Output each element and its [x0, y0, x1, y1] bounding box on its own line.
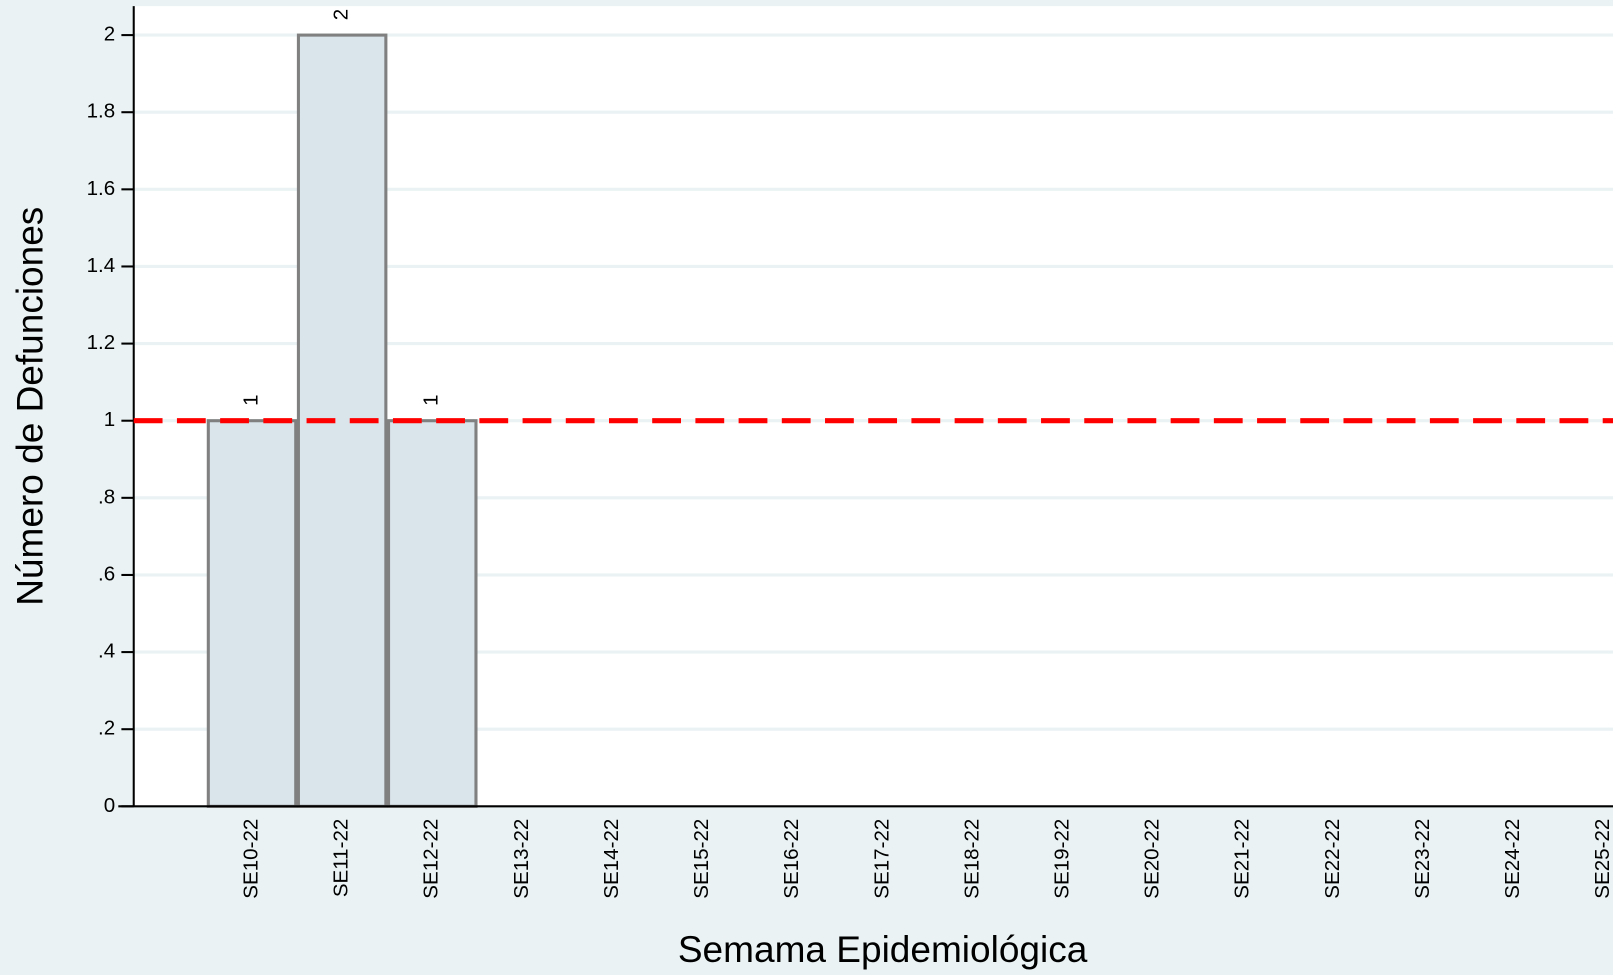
x-tick-label: SE18-22 — [960, 819, 983, 899]
y-tick-label: .4 — [98, 640, 115, 663]
y-tick-label: .8 — [98, 485, 115, 508]
bar — [206, 419, 298, 808]
y-tick-label: 1 — [104, 408, 115, 431]
y-tick-label: .2 — [98, 717, 115, 740]
x-tick-label: SE14-22 — [600, 819, 623, 899]
y-tick-label: 1.8 — [87, 100, 116, 123]
value-label: 2 — [330, 9, 353, 20]
x-tick-label: SE19-22 — [1050, 819, 1073, 899]
x-tick-label: SE13-22 — [510, 819, 533, 899]
bar — [386, 419, 478, 808]
x-tick-label: SE10-22 — [239, 819, 262, 899]
y-tick-label: 1.2 — [87, 331, 116, 354]
x-tick-label: SE25-22 — [1591, 819, 1613, 899]
value-label: 1 — [420, 394, 443, 405]
x-tick-label: SE17-22 — [870, 819, 893, 899]
x-tick-label: SE20-22 — [1141, 819, 1164, 899]
y-tick-label: 2 — [104, 23, 115, 46]
x-tick-label: SE11-22 — [330, 819, 353, 897]
x-tick-label: SE16-22 — [780, 819, 803, 899]
y-tick-label: 1.6 — [87, 177, 116, 200]
x-tick-label: SE23-22 — [1411, 819, 1434, 899]
x-tick-label: SE24-22 — [1501, 819, 1524, 899]
x-tick-label: SE21-22 — [1231, 819, 1254, 899]
x-axis-title: Semama Epidemiológica — [678, 928, 1088, 970]
x-tick-label: SE22-22 — [1321, 819, 1344, 899]
y-tick-label: 1.4 — [87, 254, 116, 277]
y-tick-label: 0 — [104, 794, 115, 817]
y-axis-title: Número de Defunciones — [9, 207, 51, 606]
x-tick-label: SE15-22 — [690, 819, 713, 899]
x-tick-label: SE12-22 — [420, 819, 443, 899]
y-tick-label: .6 — [98, 562, 115, 585]
value-label: 1 — [239, 394, 262, 405]
